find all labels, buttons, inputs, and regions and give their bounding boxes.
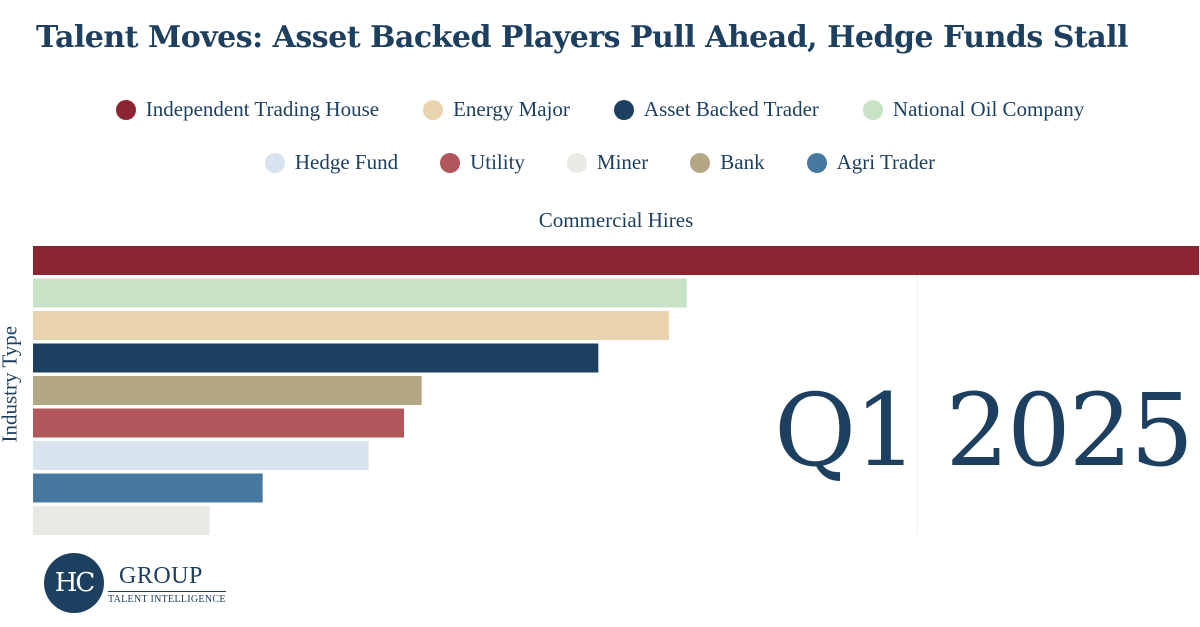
bar-agri-trader[interactable] (33, 473, 263, 503)
legend-label: National Oil Company (892, 97, 1085, 121)
bar-miner[interactable] (33, 506, 210, 535)
legend-swatch (264, 152, 285, 173)
legend-swatch (115, 99, 136, 120)
legend-item-bank[interactable]: Bank (690, 150, 765, 175)
legend-swatch (440, 152, 461, 173)
legend-swatch (806, 152, 827, 173)
legend-item-asset-backed-trader[interactable]: Asset Backed Trader (613, 97, 819, 122)
legend-item-energy-major[interactable]: Energy Major (423, 97, 570, 122)
bar-energy-major[interactable] (33, 311, 669, 340)
legend-label: Asset Backed Trader (643, 97, 819, 121)
bar-hedge-fund[interactable] (33, 441, 369, 470)
bar-independent-trading-house[interactable] (33, 246, 1199, 275)
bar-asset-backed-trader[interactable] (33, 343, 599, 373)
legend-item-hedge-fund[interactable]: Hedge Fund (264, 150, 399, 175)
logo-tagline: TALENT INTELLIGENCE (108, 594, 226, 605)
logo-divider (108, 591, 226, 592)
legend-label: Hedge Fund (294, 150, 399, 174)
bar-national-oil-company[interactable] (33, 278, 687, 308)
legend-swatch (566, 152, 587, 173)
legend-swatch (862, 99, 883, 120)
company-logo: HC GROUP TALENT INTELLIGENCE (44, 553, 244, 613)
legend-label: Bank (720, 150, 765, 174)
period-label: Q1 2025 (774, 372, 1194, 489)
legend-label: Energy Major (453, 97, 570, 121)
bar-utility[interactable] (33, 408, 404, 438)
bar-bank[interactable] (33, 376, 422, 405)
legend-row-2: Hedge Fund Utility Miner Bank Agri Trade… (0, 150, 1200, 175)
legend-label: Agri Trader (836, 150, 936, 174)
bars-group (33, 246, 1199, 535)
legend-label: Independent Trading House (145, 97, 380, 121)
logo-name: GROUP (119, 563, 203, 589)
legend-row-1: Independent Trading House Energy Major A… (0, 97, 1200, 122)
legend-item-independent-trading-house[interactable]: Independent Trading House (115, 97, 380, 122)
legend-item-utility[interactable]: Utility (440, 150, 525, 175)
legend-item-national-oil-company[interactable]: National Oil Company (862, 97, 1085, 122)
x-axis-label: Commercial Hires (538, 208, 694, 232)
legend-label: Miner (596, 150, 649, 174)
legend-swatch (423, 99, 444, 120)
legend-swatch (690, 152, 711, 173)
logo-mark: HC (44, 553, 104, 613)
legend-item-agri-trader[interactable]: Agri Trader (806, 150, 936, 175)
legend-item-miner[interactable]: Miner (566, 150, 649, 175)
legend-swatch (613, 99, 634, 120)
legend-label: Utility (470, 150, 525, 174)
chart-title: Talent Moves: Asset Backed Players Pull … (36, 20, 1128, 55)
